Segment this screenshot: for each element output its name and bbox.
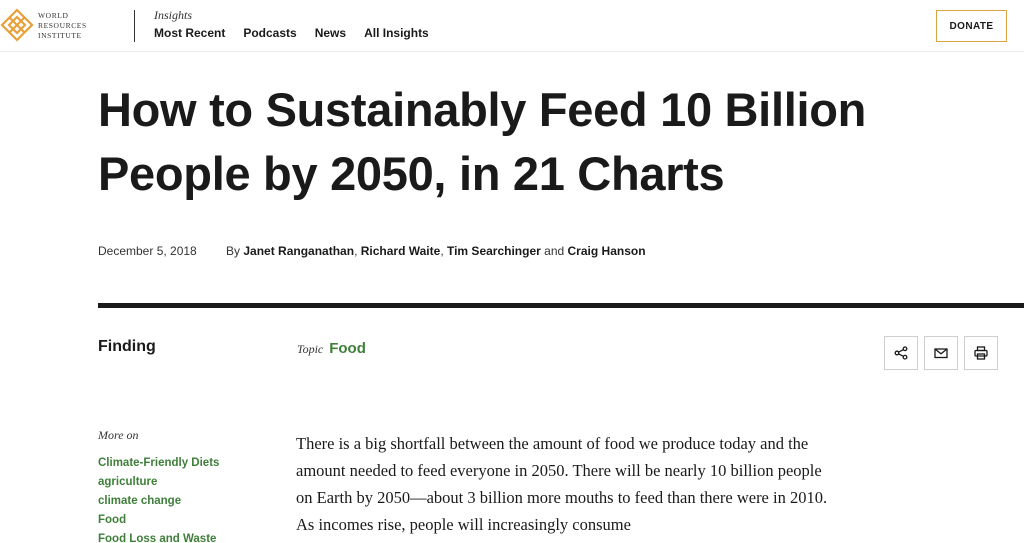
- article-title: How to Sustainably Feed 10 Billion Peopl…: [98, 83, 867, 200]
- section-label: Insights: [154, 8, 193, 22]
- author-separator: ,: [440, 244, 447, 258]
- related-tags: Climate-Friendly Diets agriculture clima…: [98, 454, 219, 543]
- author-link[interactable]: Craig Hanson: [567, 244, 646, 258]
- byline-prefix: By: [226, 244, 241, 258]
- nav-most-recent[interactable]: Most Recent: [154, 26, 226, 40]
- nav-all-insights[interactable]: All Insights: [364, 26, 429, 40]
- tag-link[interactable]: Food: [98, 514, 127, 526]
- nav-podcasts[interactable]: Podcasts: [243, 26, 297, 40]
- print-button[interactable]: [964, 336, 998, 370]
- tag-link[interactable]: agriculture: [98, 476, 158, 488]
- share-icon: [894, 346, 908, 360]
- site-header: WORLD RESOURCES INSTITUTE Insights Most …: [0, 0, 1024, 52]
- tag-link[interactable]: Food Loss and Waste: [98, 533, 217, 543]
- logo-wordmark: WORLD RESOURCES INSTITUTE: [38, 11, 87, 40]
- primary-nav: Most Recent Podcasts News All Insights: [154, 26, 429, 40]
- print-icon: [974, 346, 988, 360]
- share-button[interactable]: [884, 336, 918, 370]
- topic-link-food[interactable]: Food: [329, 340, 366, 357]
- author-link[interactable]: Richard Waite: [360, 244, 441, 258]
- tag-link[interactable]: climate change: [98, 495, 182, 507]
- byline: By Janet Ranganathan, Richard Waite, Tim…: [226, 244, 646, 258]
- nav-news[interactable]: News: [314, 26, 347, 40]
- publish-date: December 5, 2018: [98, 244, 197, 258]
- article-type: Finding: [98, 338, 156, 355]
- tag-link[interactable]: Climate-Friendly Diets: [98, 457, 220, 469]
- wri-logo-icon: [0, 8, 34, 42]
- author-separator: ,: [354, 244, 361, 258]
- author-separator: and: [540, 244, 568, 258]
- topic-label: Topic: [297, 342, 324, 356]
- section-rule: [98, 303, 1024, 308]
- article-body: There is a big shortfall between the amo…: [296, 434, 828, 534]
- article-tools: [884, 336, 998, 370]
- topic: Topic Food: [297, 340, 366, 357]
- donate-button[interactable]: DONATE: [936, 10, 1007, 42]
- more-on-label: More on: [98, 428, 139, 442]
- author-link[interactable]: Janet Ranganathan: [243, 244, 355, 258]
- mail-icon: [934, 348, 948, 359]
- author-link[interactable]: Tim Searchinger: [446, 244, 541, 258]
- wri-logo[interactable]: WORLD RESOURCES INSTITUTE: [0, 8, 96, 44]
- email-button[interactable]: [924, 336, 958, 370]
- header-divider: [134, 10, 135, 42]
